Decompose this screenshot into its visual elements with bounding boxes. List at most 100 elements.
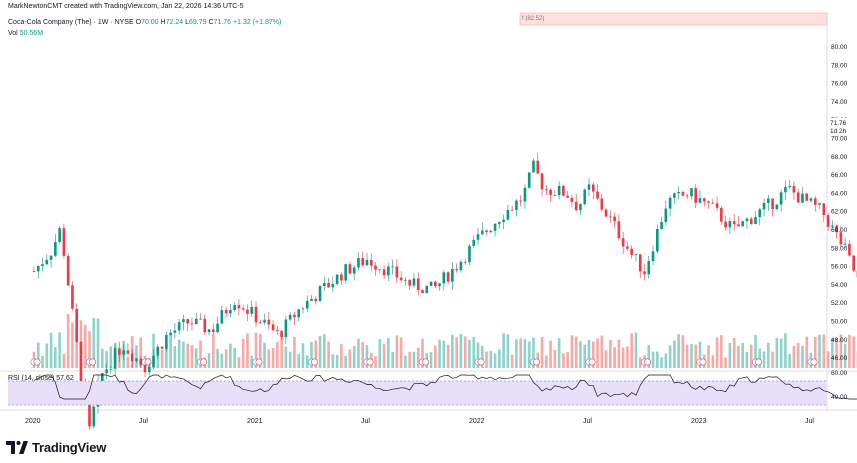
price-tick-label: 64.00 (831, 190, 848, 197)
volume-bar (229, 343, 232, 368)
volume-bar (199, 340, 202, 368)
candle-body (822, 203, 826, 216)
volume-bar (843, 344, 847, 368)
candle-body (79, 341, 83, 381)
candle-body (784, 187, 787, 193)
candle-body (724, 221, 727, 228)
time-tick-label: 2021 (247, 418, 263, 425)
candle-body (216, 323, 219, 333)
volume-bar (591, 341, 595, 368)
candle-body (852, 255, 855, 271)
low-label: L (185, 19, 189, 26)
volume-legend[interactable]: Vol 50.56M (8, 30, 43, 37)
volume-bar (267, 349, 271, 368)
volume-bar (788, 354, 791, 368)
volume-bar (566, 352, 569, 368)
rsi-path (33, 374, 857, 400)
candle-body (412, 278, 416, 286)
candle-body (101, 373, 104, 383)
candle-body (506, 209, 510, 220)
candle-body (41, 264, 44, 267)
volume-bar (574, 336, 578, 368)
candle-body (463, 261, 467, 263)
volume-bar (280, 334, 283, 368)
dividend-marker (810, 358, 818, 366)
volume-bar (224, 349, 228, 368)
volume-bar (587, 339, 591, 368)
time-axis[interactable]: 2020Jul2021Jul2022Jul2023Jul2024Jul2025J… (25, 418, 857, 425)
volume-bar (677, 334, 680, 368)
volume-bar (36, 342, 40, 368)
candle-body (147, 366, 151, 373)
dividend-marker (200, 358, 208, 366)
candle-body (613, 216, 616, 222)
candle-body (32, 271, 36, 272)
candle-body (152, 355, 155, 367)
tradingview-logo[interactable]: TradingView (6, 438, 106, 456)
volume-bar (258, 334, 262, 368)
volume-bar (348, 349, 352, 368)
candle-body (318, 286, 322, 302)
candle-body (139, 358, 143, 365)
candle-body (643, 271, 646, 275)
volume-bar (523, 339, 527, 368)
candle-body (562, 185, 565, 196)
volume-bar (796, 342, 800, 368)
volume-bar (732, 338, 736, 368)
symbol-name: Coca-Cola Company (The) · 1W · NYSE (8, 19, 134, 26)
candle-body (429, 281, 433, 286)
volume-bar (805, 336, 809, 368)
candle-body (792, 185, 796, 193)
volume-bar (442, 340, 446, 368)
candle-body (382, 269, 386, 276)
candle-body (267, 319, 271, 325)
volume-bar (318, 336, 322, 368)
dividend-marker (699, 358, 707, 366)
volume-bar (634, 332, 638, 368)
candle-body (626, 246, 629, 249)
top-marker-label: f (82.52) (522, 16, 544, 22)
price-axis[interactable]: 80.0078.0076.0074.0072.0070.0068.0066.00… (831, 44, 848, 362)
price-tick-label: 74.00 (831, 99, 848, 106)
candle-body (250, 306, 254, 314)
symbol-legend[interactable]: Coca-Cola Company (The) · 1W · NYSE O70.… (8, 19, 281, 26)
candle-body (694, 188, 698, 203)
volume-bar (468, 339, 471, 368)
candle-body (233, 305, 236, 310)
candle-body (229, 309, 232, 314)
volume-bar (241, 338, 245, 368)
volume-bar (135, 345, 138, 368)
candle-body (348, 264, 352, 274)
candle-body (156, 346, 160, 356)
candle-body (664, 208, 668, 222)
candle-body (566, 195, 569, 198)
candle-body (788, 185, 791, 188)
volume-bar (609, 340, 612, 368)
volume-bar (75, 332, 78, 368)
volume-bar (557, 338, 561, 368)
candle-body (604, 209, 608, 217)
volume-bar (190, 344, 194, 368)
dividend-marker (89, 358, 97, 366)
volume-bar (156, 355, 160, 368)
candle-body (207, 329, 211, 333)
candle-body (715, 203, 719, 208)
volume-bar (54, 347, 57, 368)
volume-bar (698, 341, 702, 368)
volume-bar (498, 349, 501, 368)
candle-body (352, 267, 356, 274)
candle-body (220, 310, 224, 324)
dividend-marker (477, 358, 485, 366)
volume-bar (792, 345, 796, 368)
rsi-legend[interactable]: RSI (14, close) 57.62 (8, 375, 74, 382)
volume-bar (101, 348, 104, 368)
dividend-marker (643, 358, 651, 366)
volume-bar (579, 341, 582, 368)
high-label: H (160, 19, 166, 26)
candle-body (425, 285, 429, 294)
candle-body (630, 248, 633, 255)
volume-bar (754, 334, 757, 368)
tradingview-logo-icon (6, 440, 28, 454)
volume-bar (404, 355, 407, 368)
